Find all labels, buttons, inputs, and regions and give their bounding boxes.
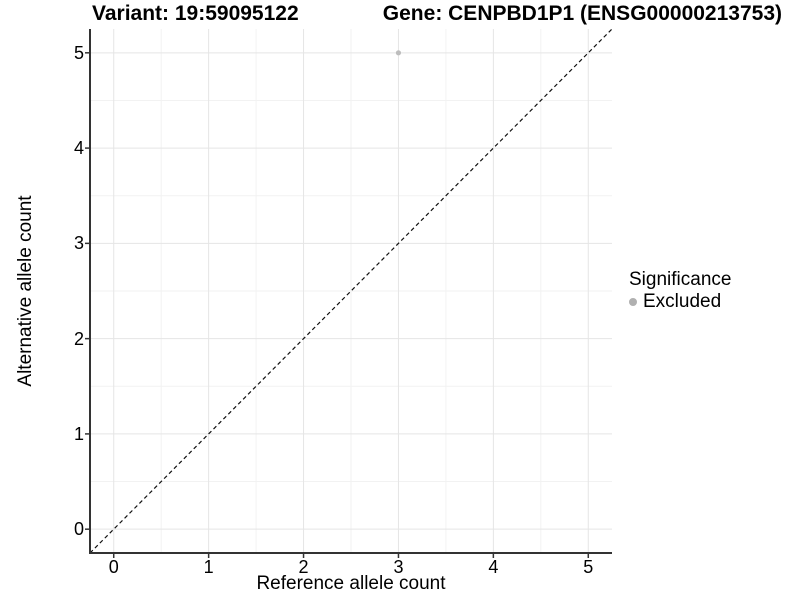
legend-title: Significance: [629, 269, 732, 290]
plot-title-variant: Variant: 19:59095122: [92, 2, 299, 25]
x-tick-label: 0: [108, 557, 119, 577]
identity-line: [89, 28, 613, 554]
y-tick-label: 1: [73, 423, 84, 444]
plot-title-gene: Gene: CENPBD1P1 (ENSG00000213753): [382, 2, 782, 25]
data-point: [395, 50, 402, 56]
x-tick-label: 1: [203, 557, 214, 577]
x-tick-label: 2: [298, 557, 309, 577]
y-tick-label: 0: [73, 519, 84, 540]
x-tick-label: 5: [583, 557, 594, 577]
x-tick-label: 3: [393, 557, 404, 577]
x-axis-title: Reference allele count: [256, 573, 446, 594]
y-axis-title: Alternative allele count: [15, 195, 36, 387]
y-tick-label: 5: [73, 42, 84, 63]
legend: Significance Excluded: [629, 269, 731, 312]
legend-item-label: Excluded: [643, 290, 722, 312]
y-tick-label: 4: [73, 138, 84, 159]
y-tick-label: 3: [73, 233, 84, 254]
legend-point-icon: [629, 297, 637, 306]
y-tick-label: 2: [73, 328, 84, 349]
legend-item: Excluded: [629, 291, 731, 312]
x-tick-label: 4: [488, 557, 499, 577]
